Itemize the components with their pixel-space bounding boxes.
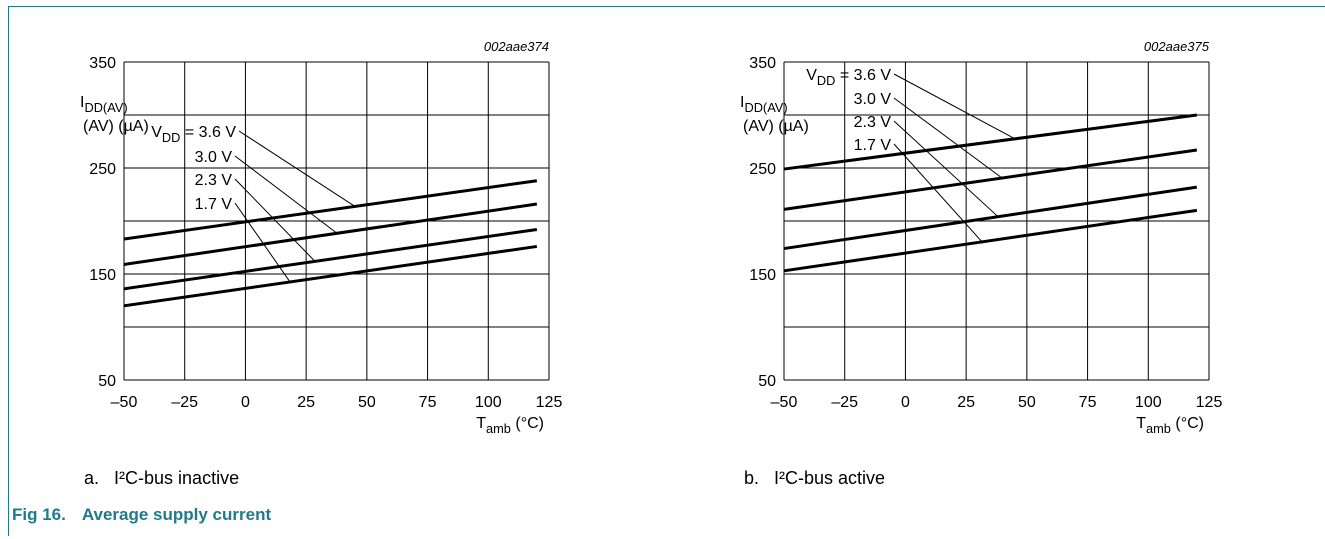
y-tick-label-a-2: 250	[89, 161, 116, 178]
caption-a: a. I²C-bus inactive	[84, 468, 239, 489]
y-tick-label-b-3: 350	[749, 55, 776, 72]
leader-line-a-2	[234, 178, 316, 262]
y-tick-label-b-2: 250	[749, 161, 776, 178]
series-line-a-1	[123, 202, 538, 266]
leader-line-a-0	[238, 130, 356, 207]
caption-b: b. I²C-bus active	[744, 468, 885, 489]
x-tick-label-b-7: 125	[1196, 394, 1223, 411]
y-tick-label-b-1: 150	[749, 267, 776, 284]
series-line-b-3	[783, 208, 1198, 273]
chart-id-a: 002aae374	[484, 39, 549, 54]
x-tick-label-a-1: –25	[171, 394, 198, 411]
series-line-b-2	[783, 185, 1198, 251]
x-tick-label-a-7: 125	[536, 394, 563, 411]
x-tick-label-b-5: 75	[1079, 394, 1097, 411]
series-label-a-3: 1.7 V	[195, 196, 233, 213]
chart-id-b: 002aae375	[1144, 39, 1210, 54]
x-tick-label-a-5: 75	[419, 394, 437, 411]
figure-title-text: Average supply current	[81, 505, 272, 524]
series-label-a-2: 2.3 V	[195, 172, 233, 189]
series-label-a-0: VDD = 3.6 V	[151, 124, 236, 145]
series-label-a-1: 3.0 V	[195, 149, 233, 166]
series-label-b-2: 2.3 V	[854, 114, 892, 131]
leader-line-b-1	[893, 97, 1003, 179]
series-line-b-0	[783, 113, 1198, 171]
x-tick-label-b-2: 0	[901, 394, 910, 411]
series-line-a-2	[123, 227, 538, 291]
leader-line-a-1	[234, 155, 338, 234]
x-tick-label-b-6: 100	[1135, 394, 1162, 411]
leader-line-b-0	[893, 73, 1016, 140]
figure-number: Fig 16.	[12, 505, 66, 524]
y-axis-label-b: IDD(AV)	[740, 94, 788, 115]
x-tick-label-a-4: 50	[358, 394, 376, 411]
x-tick-label-a-0: –50	[111, 394, 138, 411]
caption-a-prefix: a.	[84, 468, 100, 488]
y-tick-label-a-3: 350	[89, 55, 116, 72]
x-axis-label-a: Tamb (°C)	[476, 415, 544, 436]
series-line-a-3	[123, 244, 538, 308]
series-line-a-0	[123, 179, 538, 241]
leader-line-b-2	[893, 120, 999, 218]
x-tick-label-b-0: –50	[771, 394, 798, 411]
x-axis-label-b: Tamb (°C)	[1136, 415, 1204, 436]
x-tick-label-b-3: 25	[957, 394, 975, 411]
caption-a-text: I²C-bus inactive	[114, 468, 240, 488]
y-axis-unit-b: (AV) (µA)	[743, 118, 809, 135]
x-tick-label-b-4: 50	[1018, 394, 1036, 411]
x-tick-label-a-3: 25	[297, 394, 315, 411]
y-axis-unit-a: (AV) (µA)	[83, 118, 149, 135]
caption-b-prefix: b.	[744, 468, 760, 488]
figure-frame	[8, 6, 1325, 536]
leader-line-a-3	[234, 202, 291, 283]
y-axis-label-a: IDD(AV)	[80, 94, 128, 115]
series-label-b-0: VDD = 3.6 V	[806, 67, 891, 88]
x-tick-label-a-6: 100	[475, 394, 502, 411]
series-label-b-1: 3.0 V	[854, 91, 892, 108]
x-tick-label-b-1: –25	[831, 394, 858, 411]
leader-line-b-3	[893, 143, 983, 243]
y-tick-label-a-1: 150	[89, 267, 116, 284]
series-line-b-1	[783, 148, 1198, 211]
caption-b-text: I²C-bus active	[774, 468, 886, 488]
figure-title: Fig 16. Average supply current	[12, 505, 287, 525]
y-tick-label-a-0: 50	[98, 373, 116, 390]
y-tick-label-b-0: 50	[758, 373, 776, 390]
series-label-b-3: 1.7 V	[854, 137, 892, 154]
x-tick-label-a-2: 0	[241, 394, 250, 411]
